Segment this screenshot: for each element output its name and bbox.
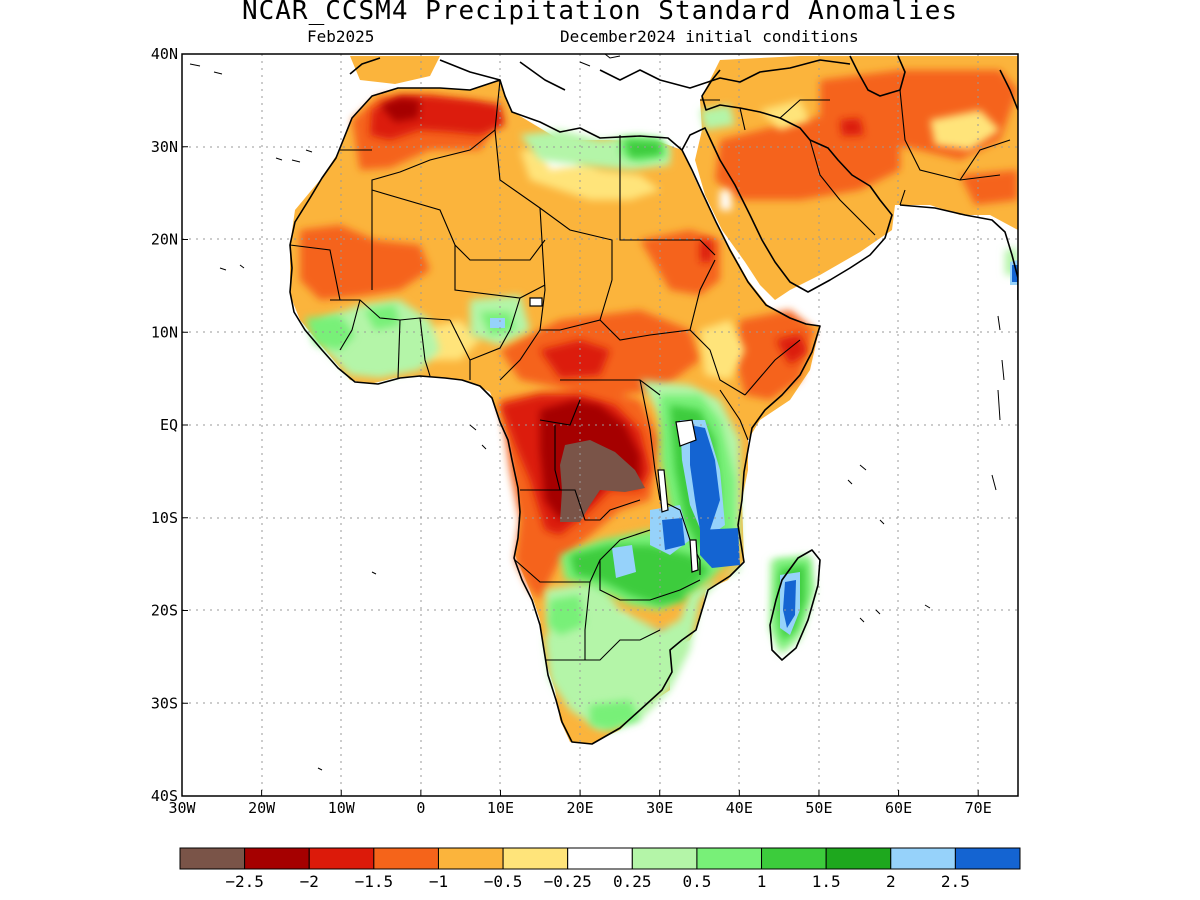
map-canvas xyxy=(182,54,1018,796)
colorbar-swatch xyxy=(631,847,698,870)
colorbar-swatch xyxy=(437,847,504,870)
coastlines xyxy=(289,55,1018,745)
lat-tick-label: 40N xyxy=(151,45,178,63)
caspian-coast xyxy=(849,55,906,97)
mediterranean-north-coast xyxy=(349,57,851,91)
lat-tick-label: 30S xyxy=(151,694,178,712)
colorbar-label: 0.5 xyxy=(682,872,711,891)
lat-tick-label: 40S xyxy=(151,787,178,805)
madagascar-coastline xyxy=(769,549,821,661)
lake-malawi xyxy=(689,539,699,573)
graticule xyxy=(182,54,1018,796)
lon-tick-label: 20E xyxy=(567,799,594,817)
colorbar-label: 2 xyxy=(886,872,896,891)
lat-tick-label: 20N xyxy=(151,231,178,249)
india-coast xyxy=(999,69,1018,111)
lon-tick-label: 20W xyxy=(248,799,276,817)
anomaly-brown xyxy=(560,440,645,522)
colorbar-label: 2.5 xyxy=(941,872,970,891)
arabia-coastline xyxy=(681,69,893,293)
colorbar-label: −0.25 xyxy=(544,872,592,891)
initial-conditions: December2024 initial conditions xyxy=(560,27,859,46)
lat-tick-label: 10S xyxy=(151,509,178,527)
colorbar-swatch xyxy=(502,847,569,870)
anomaly-fringe-north xyxy=(350,56,440,84)
colorbar-label: −2 xyxy=(300,872,319,891)
colorbar-label: 1 xyxy=(757,872,767,891)
anomaly-blue xyxy=(662,265,1018,628)
lon-tick-label: 60E xyxy=(885,799,912,817)
colorbar-swatch xyxy=(244,847,310,870)
colorbar-swatch xyxy=(954,847,1021,870)
lon-tick-label: 0 xyxy=(416,799,425,817)
colorbar-swatch xyxy=(308,847,375,870)
lon-tick-label: 40E xyxy=(726,799,753,817)
anomaly-field xyxy=(290,56,1018,744)
colorbar-label: −1 xyxy=(429,872,448,891)
colorbar-label: 0.25 xyxy=(613,872,652,891)
lake-chad xyxy=(529,297,543,307)
lon-tick-label: 30W xyxy=(168,799,196,817)
colorbar: −2.5 −2 −1.5 −1 −0.5 −0.25 0.25 0.5 1 1.5 2 2.5 xyxy=(179,847,1021,891)
lon-tick-label: 30E xyxy=(646,799,673,817)
lon-tick-label: 10E xyxy=(487,799,514,817)
colorbar-swatch xyxy=(825,847,892,870)
colorbar-swatch xyxy=(890,847,956,870)
persian-coastline xyxy=(899,204,1018,300)
lon-tick-label: 50E xyxy=(805,799,832,817)
africa-coastline xyxy=(289,79,821,745)
lon-tick-label: 10W xyxy=(328,799,356,817)
longitude-axis: 30W 20W 10W 0 10E 20E 30E 40E 50E 60E 70E xyxy=(168,790,992,817)
colorbar-swatch xyxy=(179,847,246,870)
forecast-month: Feb2025 xyxy=(307,27,375,46)
latitude-axis: 40N 30N 20N 10N EQ 10S 20S 30S 40S xyxy=(151,45,188,805)
colorbar-label: −2.5 xyxy=(225,872,264,891)
map-title: NCAR_CCSM4 Precipitation Standard Anomal… xyxy=(241,0,959,26)
colorbar-swatch xyxy=(696,847,763,870)
islands xyxy=(189,54,1005,771)
lakes xyxy=(529,297,699,573)
colorbar-swatch xyxy=(761,847,827,870)
lon-tick-label: 70E xyxy=(965,799,992,817)
colorbar-label: −1.5 xyxy=(355,872,394,891)
colorbar-swatch xyxy=(567,847,633,870)
colorbar-label: −0.5 xyxy=(484,872,523,891)
lat-tick-label: 20S xyxy=(151,602,178,620)
lat-tick-label: EQ xyxy=(160,416,178,434)
lat-tick-label: 10N xyxy=(151,323,178,341)
colorbar-swatch xyxy=(373,847,439,870)
lake-tanganyika xyxy=(657,469,669,513)
lake-victoria xyxy=(675,419,697,447)
lat-tick-label: 30N xyxy=(151,138,178,156)
colorbar-label: 1.5 xyxy=(812,872,841,891)
